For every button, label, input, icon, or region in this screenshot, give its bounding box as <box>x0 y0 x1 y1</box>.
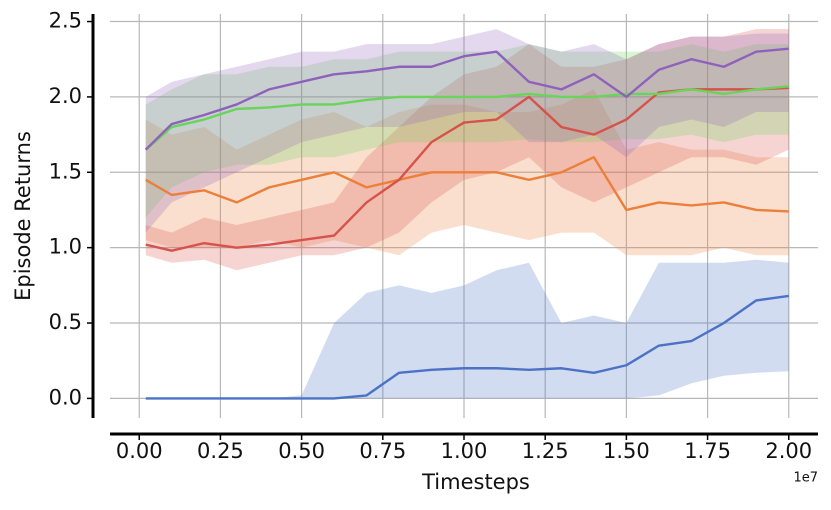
y-axis-label: Episode Returns <box>11 131 35 301</box>
y-tick-label: 2.0 <box>49 84 82 108</box>
x-offset-label: 1e7 <box>793 471 818 486</box>
line <box>145 156 789 213</box>
x-tick-label: 1.00 <box>441 439 488 463</box>
y-tick-label: 0.5 <box>49 310 82 334</box>
y-tick-label: 1.5 <box>49 159 82 183</box>
line <box>145 294 789 400</box>
x-axis-label: Timesteps <box>421 470 530 494</box>
error-band <box>145 44 789 218</box>
line <box>144 47 789 151</box>
x-tick-label: 1.25 <box>522 439 569 463</box>
x-tick-label: 0.25 <box>197 439 244 463</box>
x-tick-label: 2.00 <box>765 439 812 463</box>
y-tick-label: 0.0 <box>49 385 82 409</box>
x-tick-label: 0.00 <box>116 439 163 463</box>
y-tick-label: 2.5 <box>49 9 82 33</box>
x-tick-label: 1.50 <box>603 439 650 463</box>
error-band <box>145 259 789 399</box>
x-tick-label: 1.75 <box>684 439 731 463</box>
y-tick-label: 1.0 <box>49 235 82 259</box>
error-band <box>145 29 789 271</box>
x-tick-label: 0.75 <box>359 439 406 463</box>
line <box>144 85 789 151</box>
x-tick-label: 0.50 <box>278 439 325 463</box>
